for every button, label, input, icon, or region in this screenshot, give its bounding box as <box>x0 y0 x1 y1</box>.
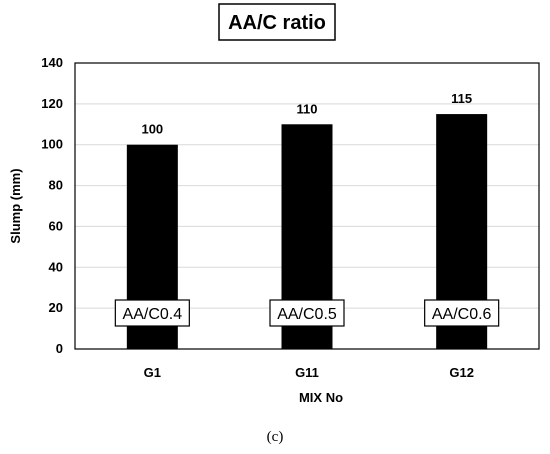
y-tick-label: 80 <box>49 178 63 193</box>
y-tick-label: 60 <box>49 218 63 233</box>
y-tick-label: 20 <box>49 300 63 315</box>
y-axis-title: Slump (mm) <box>8 168 23 243</box>
data-label: 110 <box>297 101 318 116</box>
bar-annotation: AA/C0.5 <box>277 306 337 323</box>
bar-annotation-box <box>269 299 345 327</box>
x-tick-label: G1 <box>144 365 161 380</box>
bar-annotation-box <box>114 299 190 327</box>
data-label: 100 <box>141 122 163 137</box>
y-tick-label: 140 <box>41 55 63 70</box>
chart-title: AA/C ratio <box>228 12 326 34</box>
chart-title-group: AA/C ratio <box>218 3 336 41</box>
figure-caption: (c) <box>267 429 284 445</box>
y-tick-label: 0 <box>56 341 63 356</box>
plot-area: 0 20 40 60 80 100 120 140 100 AA/C0.4 G1 110 AA/C0.5… <box>41 55 540 380</box>
x-tick-label: G12 <box>449 365 474 380</box>
bar-annotation: AA/C0.6 <box>432 306 492 323</box>
x-tick-label: G11 <box>295 365 319 380</box>
x-axis-title: MIX No <box>299 390 343 405</box>
y-tick-label: 120 <box>41 96 63 111</box>
y-tick-label: 40 <box>49 259 63 274</box>
bar-annotation-box <box>424 299 500 327</box>
chart-title-box <box>218 3 336 41</box>
bar-annotation: AA/C0.4 <box>123 306 183 323</box>
y-tick-label: 100 <box>41 137 63 152</box>
data-label: 115 <box>451 91 472 106</box>
